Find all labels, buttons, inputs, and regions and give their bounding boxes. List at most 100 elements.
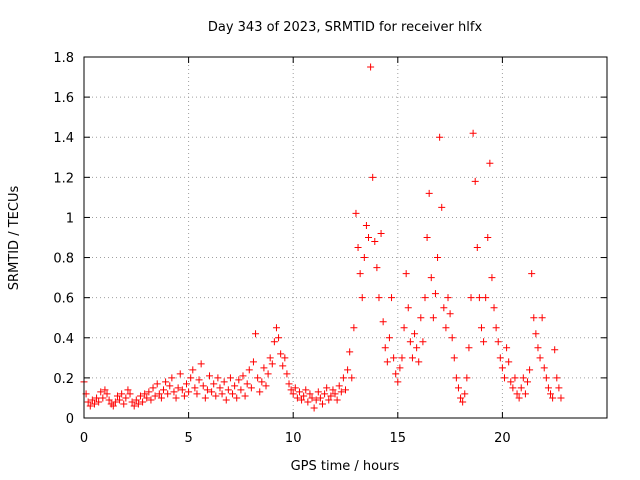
data-point: [126, 390, 134, 398]
data-point: [362, 221, 370, 229]
data-point: [482, 294, 490, 302]
data-point: [145, 388, 153, 396]
data-point: [557, 394, 565, 402]
data-point: [256, 388, 264, 396]
data-point: [477, 324, 485, 332]
data-point: [553, 374, 561, 382]
data-point: [540, 364, 548, 372]
data-point: [159, 386, 167, 394]
data-point: [367, 63, 375, 71]
data-point: [496, 354, 504, 362]
data-point: [183, 380, 191, 388]
data-point: [178, 386, 186, 394]
data-point: [208, 388, 216, 396]
data-point: [166, 382, 174, 390]
data-point: [170, 388, 178, 396]
y-tick-label: 0.2: [53, 372, 74, 387]
data-point: [402, 270, 410, 278]
data-point: [473, 244, 481, 252]
data-point: [308, 394, 316, 402]
x-tick-label: 5: [184, 431, 192, 446]
data-point: [379, 318, 387, 326]
data-point: [427, 274, 435, 282]
data-point: [222, 396, 230, 404]
data-point: [515, 394, 523, 402]
data-point: [406, 338, 414, 346]
data-point: [235, 376, 243, 384]
data-point: [237, 386, 245, 394]
data-point: [224, 386, 232, 394]
data-point: [191, 384, 199, 392]
data-point: [519, 374, 527, 382]
data-point: [84, 398, 92, 406]
data-point: [136, 392, 144, 400]
data-point: [417, 314, 425, 322]
y-tick-label: 0: [66, 412, 74, 427]
data-point: [394, 378, 402, 386]
data-point: [339, 374, 347, 382]
data-point: [335, 382, 343, 390]
data-point: [503, 344, 511, 352]
data-point: [436, 133, 444, 141]
y-tick-label: 0.6: [53, 292, 74, 307]
data-point: [279, 362, 287, 370]
data-point: [450, 354, 458, 362]
data-point: [421, 294, 429, 302]
data-point: [120, 400, 128, 408]
data-point: [327, 392, 335, 400]
data-point: [457, 394, 465, 402]
data-point: [413, 344, 421, 352]
data-point: [454, 384, 462, 392]
data-point: [214, 374, 222, 382]
data-point: [521, 390, 529, 398]
data-point: [469, 129, 477, 137]
data-point: [467, 294, 475, 302]
data-point: [162, 378, 170, 386]
y-tick-label: 1.4: [53, 131, 74, 146]
data-point: [425, 189, 433, 197]
y-tick-label: 1.2: [53, 171, 74, 186]
data-point: [218, 390, 226, 398]
y-tick-label: 1: [66, 211, 74, 226]
data-point: [164, 390, 172, 398]
data-point: [471, 177, 479, 185]
data-point: [206, 372, 214, 380]
data-point: [174, 384, 182, 392]
data-point: [486, 159, 494, 167]
data-point: [295, 388, 303, 396]
data-point: [388, 294, 396, 302]
data-point: [373, 264, 381, 272]
data-point: [465, 344, 473, 352]
chart-title: Day 343 of 2023, SRMTID for receiver hlf…: [208, 20, 483, 35]
data-point: [429, 314, 437, 322]
data-point: [216, 384, 224, 392]
data-point: [252, 330, 260, 338]
data-point: [201, 394, 209, 402]
data-point: [241, 392, 249, 400]
data-point: [371, 238, 379, 246]
data-point: [448, 334, 456, 342]
data-point: [346, 348, 354, 356]
data-point: [285, 380, 293, 388]
data-point: [325, 396, 333, 404]
data-point: [195, 376, 203, 384]
data-point: [377, 229, 385, 237]
y-tick-labels: 0 0.2 0.4 0.6 0.8 1 1.2 1.4 1.6 1.8: [53, 51, 74, 427]
data-point: [298, 396, 306, 404]
data-point: [306, 390, 314, 398]
data-point: [260, 364, 268, 372]
data-point: [500, 374, 508, 382]
data-point: [185, 388, 193, 396]
data-point: [333, 396, 341, 404]
data-point: [304, 398, 312, 406]
x-tick-label: 20: [494, 431, 511, 446]
data-point: [189, 366, 197, 374]
data-point: [511, 374, 519, 382]
data-point: [199, 382, 207, 390]
data-point: [318, 400, 326, 408]
data-point: [134, 400, 142, 408]
data-point: [344, 366, 352, 374]
data-point: [147, 396, 155, 404]
data-point: [408, 354, 416, 362]
data-point: [354, 244, 362, 252]
